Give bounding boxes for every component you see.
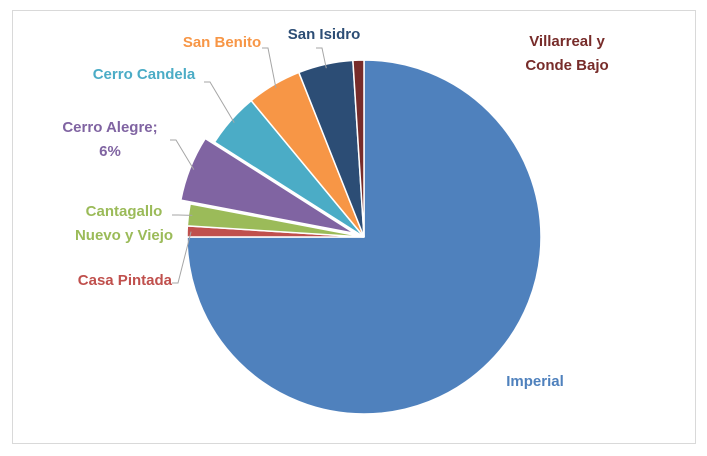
category-label: San Benito — [182, 34, 262, 51]
leader-line — [172, 231, 192, 284]
data-label: Villarreal y Conde Bajo — [512, 30, 622, 78]
label-separator: ; — [152, 119, 158, 136]
pie-slice — [179, 137, 356, 235]
leader-line — [316, 47, 327, 69]
data-label: Casa Pintada — [22, 269, 172, 293]
category-label: Cerro Alegre — [62, 119, 153, 136]
leader-line — [170, 139, 195, 170]
chart-frame — [12, 10, 696, 444]
pie-slice — [352, 59, 365, 238]
data-label: San Benito — [162, 31, 282, 55]
data-label: San Isidro — [269, 23, 379, 47]
category-label: Villarreal y Conde Bajo — [525, 33, 609, 74]
value-label: 6% — [99, 143, 121, 160]
leader-line — [204, 81, 235, 123]
data-label: Cerro Candela — [69, 63, 219, 87]
pie-slice — [186, 59, 542, 415]
category-label: Casa Pintada — [77, 272, 172, 289]
category-label: San Isidro — [287, 26, 361, 43]
data-label: Cantagallo Nuevo y Viejo — [69, 200, 179, 248]
category-label: Cerro Candela — [92, 66, 196, 83]
data-label: Imperial — [475, 370, 595, 394]
leader-line — [262, 47, 277, 89]
data-label: Cerro Alegre; 6% — [35, 116, 185, 164]
category-label: Imperial — [506, 373, 564, 390]
category-label: Cantagallo Nuevo y Viejo — [74, 203, 174, 244]
